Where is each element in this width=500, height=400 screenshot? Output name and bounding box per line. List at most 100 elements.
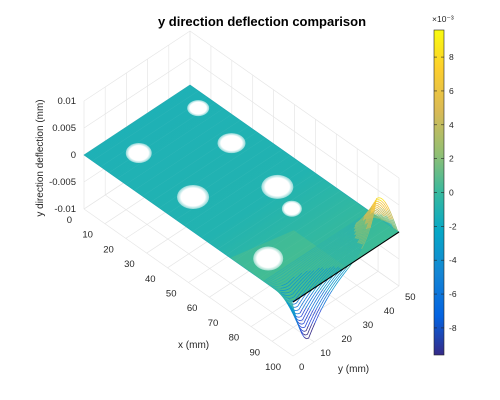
edge-wave-segment bbox=[350, 222, 354, 225]
edge-wave-segment bbox=[326, 261, 330, 264]
edge-wave-segment bbox=[379, 218, 383, 221]
edge-wave-segment bbox=[351, 231, 355, 235]
x-tick-label: 20 bbox=[103, 244, 114, 255]
edge-wave-segment bbox=[328, 238, 331, 241]
mesh-line bbox=[83, 84, 191, 156]
edge-wave-segment bbox=[333, 263, 337, 267]
edge-wave-segment bbox=[336, 244, 340, 247]
edge-wave-segment bbox=[303, 308, 306, 313]
edge-wave-segment bbox=[378, 208, 382, 211]
edge-wave-segment bbox=[328, 267, 331, 270]
edge-wave-segment bbox=[301, 265, 304, 268]
edge-wave-segment bbox=[322, 270, 326, 273]
edge-wave-segment bbox=[376, 202, 380, 205]
edge-wave-segment bbox=[370, 211, 374, 221]
edge-wave-segment bbox=[337, 272, 341, 276]
z-tick-label: 0.005 bbox=[52, 123, 76, 134]
edge-wave-segment bbox=[340, 246, 344, 250]
edge-wave-segment bbox=[325, 249, 329, 252]
edge-wave-segment bbox=[348, 226, 352, 230]
edge-wave-segment bbox=[300, 302, 304, 307]
edge-wave-segment bbox=[277, 272, 281, 275]
edge-wave-segment bbox=[354, 246, 358, 251]
x-tick-label: 30 bbox=[124, 259, 135, 270]
edge-wave-segment bbox=[348, 223, 351, 226]
edge-wave-segment bbox=[348, 225, 352, 228]
edge-wave-segment bbox=[387, 215, 391, 220]
edge-wave-segment bbox=[306, 329, 310, 335]
edge-wave-segment bbox=[358, 234, 362, 240]
edge-wave-segment bbox=[328, 241, 332, 244]
edge-wave-segment bbox=[329, 268, 333, 272]
edge-wave-segment bbox=[340, 250, 344, 253]
edge-wave-segment bbox=[322, 246, 325, 249]
edge-wave-segment bbox=[288, 282, 292, 286]
edge-wave-segment bbox=[374, 214, 378, 217]
edge-wave-segment bbox=[308, 295, 312, 299]
edge-wave-segment bbox=[328, 272, 332, 276]
edge-wave-segment bbox=[377, 217, 381, 220]
edge-wave-segment bbox=[264, 280, 268, 283]
edge-wave-segment bbox=[349, 228, 352, 232]
edge-wave-segment bbox=[351, 237, 355, 242]
edge-wave-segment bbox=[349, 225, 353, 228]
edge-wave-segment bbox=[349, 248, 353, 252]
edge-wave-segment bbox=[393, 219, 396, 226]
edge-wave-segment bbox=[371, 202, 375, 214]
edge-wave-segment bbox=[350, 224, 354, 228]
edge-wave-segment bbox=[303, 285, 307, 289]
edge-wave-segment bbox=[296, 264, 300, 267]
edge-wave-segment bbox=[357, 243, 361, 248]
surface-hole bbox=[125, 143, 152, 164]
edge-wave-segment bbox=[347, 233, 351, 237]
edge-wave-segment bbox=[308, 313, 312, 319]
edge-wave-segment bbox=[304, 270, 308, 274]
edge-wave-segment bbox=[323, 288, 327, 292]
edge-wave-segment bbox=[282, 287, 286, 289]
edge-wave-segment bbox=[349, 240, 352, 244]
edge-wave-segment bbox=[317, 272, 321, 276]
edge-wave-segment bbox=[322, 249, 326, 252]
edge-wave-segment bbox=[309, 306, 313, 311]
edge-wave-segment bbox=[307, 292, 310, 297]
edge-wave-segment bbox=[369, 219, 373, 229]
edge-wave-segment bbox=[290, 285, 293, 289]
edge-wave-segment bbox=[304, 256, 307, 259]
edge-wave-segment bbox=[333, 245, 337, 248]
edge-wave-segment bbox=[351, 241, 355, 245]
edge-wave-segment bbox=[288, 287, 291, 290]
edge-wave-segment bbox=[351, 257, 355, 262]
edge-wave-segment bbox=[321, 245, 324, 248]
edge-wave-segment bbox=[316, 254, 319, 257]
edge-wave-segment bbox=[286, 285, 290, 287]
edge-wave-segment bbox=[336, 266, 339, 270]
edge-wave-segment bbox=[293, 308, 297, 317]
edge-wave-segment bbox=[293, 293, 297, 298]
edge-wave-segment bbox=[386, 205, 390, 210]
edge-wave-segment bbox=[338, 274, 342, 278]
edge-wave-segment bbox=[294, 288, 298, 292]
edge-wave-segment bbox=[341, 227, 345, 230]
edge-wave-segment bbox=[275, 274, 278, 277]
edge-wave-segment bbox=[363, 229, 367, 235]
edge-wave-segment bbox=[313, 252, 317, 255]
edge-wave-segment bbox=[317, 298, 321, 303]
edge-wave-segment bbox=[279, 279, 282, 282]
edge-wave-segment bbox=[323, 243, 326, 246]
edge-wave-segment bbox=[331, 240, 335, 244]
edge-wave-segment bbox=[321, 263, 324, 267]
edge-wave-segment bbox=[337, 235, 340, 238]
edge-wave-segment bbox=[347, 236, 351, 240]
edge-wave-segment bbox=[351, 253, 355, 257]
edge-wave-segment bbox=[350, 249, 354, 253]
edge-wave-segment bbox=[384, 220, 388, 224]
edge-wave-segment bbox=[304, 311, 308, 316]
edge-wave-segment bbox=[309, 297, 313, 302]
edge-wave-segment bbox=[283, 268, 287, 271]
edge-wave-segment bbox=[314, 264, 318, 268]
edge-wave-segment bbox=[300, 326, 303, 329]
edge-wave-segment bbox=[299, 316, 302, 318]
edge-wave-segment bbox=[338, 242, 342, 245]
edge-wave-segment bbox=[290, 268, 294, 272]
edge-wave-segment bbox=[284, 273, 287, 276]
